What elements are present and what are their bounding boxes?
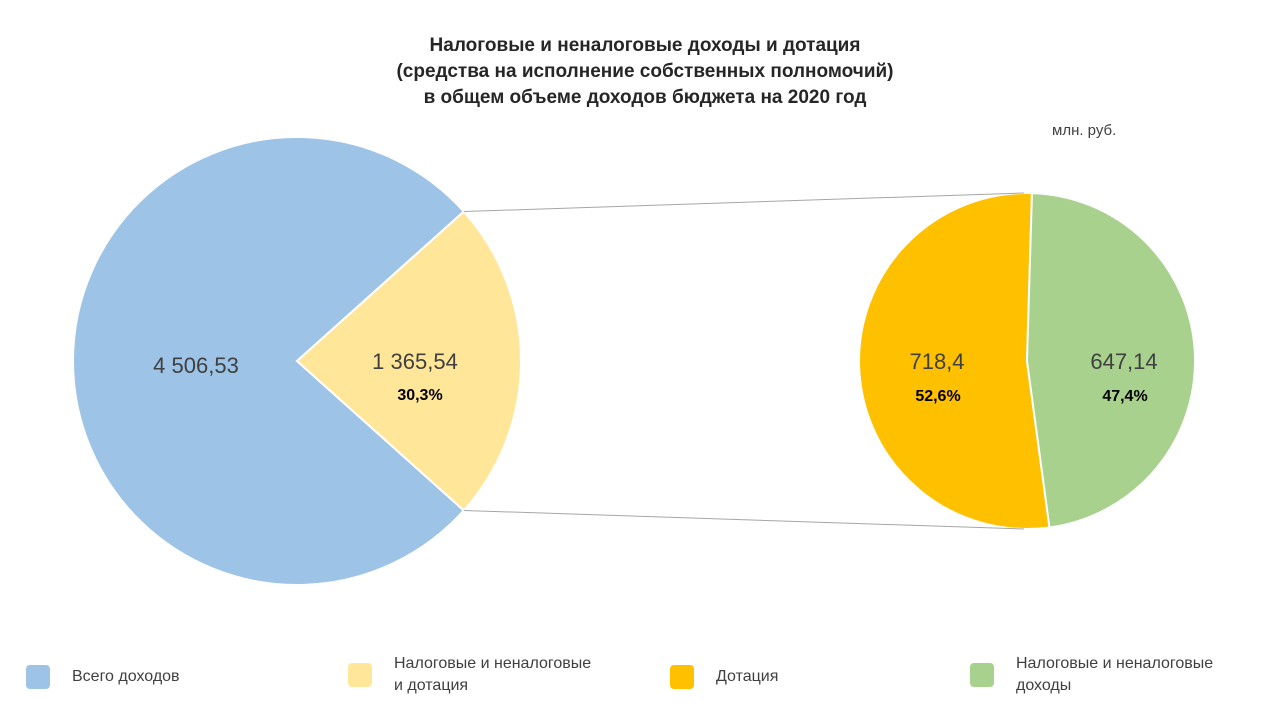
legend-label-line-1: Налоговые и неналоговые (1016, 655, 1214, 672)
data-label-tax-income-value: 647,14 (1090, 349, 1157, 374)
pie-slice-tax-income (1025, 192, 1197, 529)
data-label-subsidy-percent: 52,6% (915, 388, 960, 405)
legend-label-tax-and-subsidy: Налоговые и неналоговые и дотация (394, 653, 591, 697)
legend-swatch-total-income (26, 665, 50, 689)
legend-item-tax-and-subsidy: Налоговые и неналоговые и дотация (348, 653, 591, 697)
pie-slice-tax-and-subsidy (295, 210, 522, 512)
chart-title-line-1: Налоговые и неналоговые доходы и дотация (429, 35, 861, 56)
data-label-tax-and-subsidy-value: 1 365,54 (372, 349, 458, 374)
connector-line-bottom (463, 509, 1025, 530)
data-label-tax-and-subsidy-percent: 30,3% (397, 387, 442, 404)
legend-label-line-2: и дотация (394, 677, 469, 694)
legend-label-line-1: Дотация (716, 668, 779, 685)
data-label-total-income-value: 4 506,53 (153, 353, 239, 378)
legend-label-line-1: Всего доходов (72, 668, 180, 685)
legend-label-total-income: Всего доходов (72, 666, 180, 688)
legend-label-line-1: Налоговые и неналоговые (394, 655, 592, 672)
legend-swatch-tax-income (970, 663, 994, 687)
chart-title-line-2: (средства на исполнение собственных полн… (396, 61, 894, 82)
legend-item-subsidy: Дотация (670, 665, 778, 689)
legend-item-tax-income: Налоговые и неналоговые доходы (970, 653, 1213, 697)
pie-slice-subsidy (858, 192, 1051, 530)
legend-swatch-subsidy (670, 665, 694, 689)
chart-title: Налоговые и неналоговые доходы и дотация… (0, 33, 1280, 111)
legend-label-subsidy: Дотация (716, 666, 778, 688)
data-label-subsidy-value: 718,4 (909, 349, 964, 374)
legend-swatch-tax-and-subsidy (348, 663, 372, 687)
legend-label-tax-income: Налоговые и неналоговые доходы (1016, 653, 1213, 697)
unit-label: млн. руб. (1052, 122, 1117, 139)
data-label-tax-income-percent: 47,4% (1102, 388, 1147, 405)
legend-item-total-income: Всего доходов (26, 665, 180, 689)
connector-line-top (463, 192, 1025, 213)
pie-slice-total-income (72, 136, 466, 586)
legend-label-line-2: доходы (1016, 677, 1072, 694)
chart-title-line-3: в общем объеме доходов бюджета на 2020 г… (423, 87, 867, 108)
